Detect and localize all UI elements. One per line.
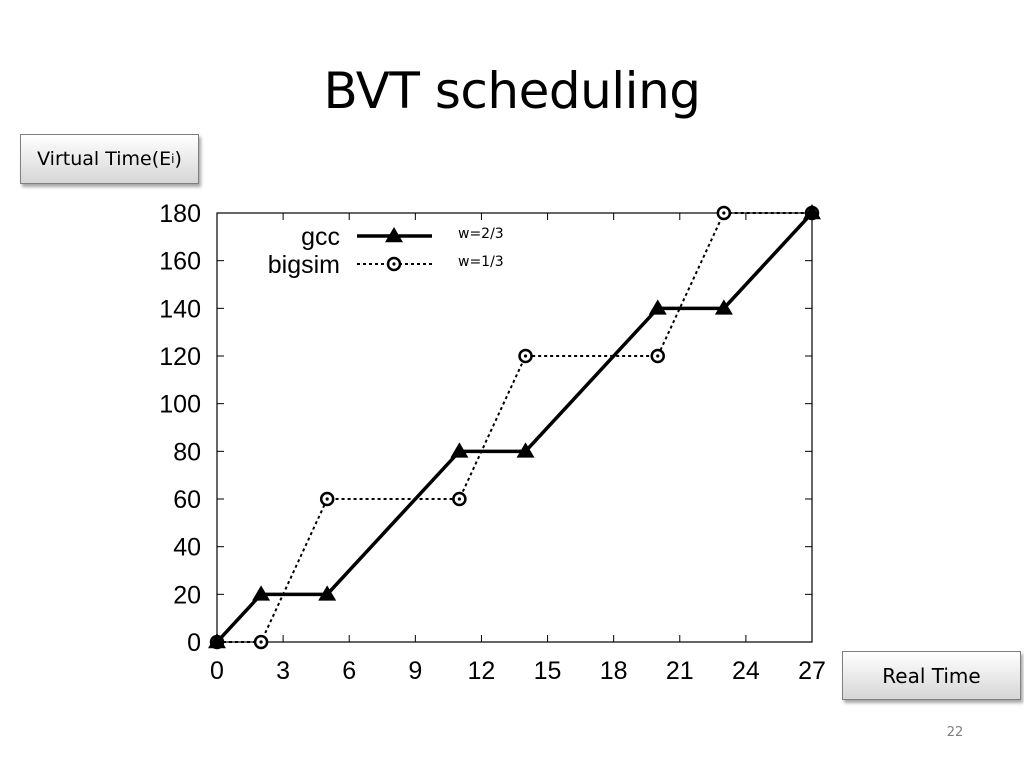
y-tick-label: 100 [159,391,201,419]
x-tick-label: 0 [210,657,224,685]
x-tick-label: 3 [276,657,290,685]
x-tick-label: 24 [732,657,760,685]
x-tick-label: 6 [342,657,356,685]
y-axis-tag: Virtual Time(E i) [20,134,199,184]
bigsim-point [650,348,665,364]
y-tick-label: 180 [159,200,201,228]
circle-marker-dot [656,354,660,358]
axis-ticks: 0 3 6 9 12 15 18 21 24 27 0 20 40 60 80 100 120 140 160 180 [159,200,826,685]
bigsim-point [319,491,335,507]
y-tick-label: 20 [173,581,201,609]
gcc-point [208,633,226,649]
legend-marker-bigsim [386,256,402,272]
x-axis-tag-text: Real Time [882,663,981,688]
bigsim-point [253,634,269,650]
y-axis-tag-close: ) [174,148,182,170]
gcc-point [252,585,271,601]
y-axis-tag-text: Virtual Time(E [37,148,172,170]
circle-marker-dot [722,211,726,215]
gcc-point [714,299,733,315]
circle-marker-dot [259,640,263,644]
circle-marker-dot [392,262,396,266]
y-tick-label: 140 [159,295,201,323]
y-tick-label: 120 [159,343,201,371]
page-number: 22 [946,725,964,740]
gcc-point [516,442,535,458]
legend-label-bigsim: bigsim [268,251,340,279]
circle-marker-dot [523,354,528,358]
x-axis-tag: Real Time [842,651,1021,700]
x-tick-label: 9 [408,657,422,685]
x-tick-label: 21 [666,657,694,685]
plot-frame [216,212,813,643]
legend-marker-gcc [385,227,403,243]
y-tick-label: 60 [173,486,201,514]
y-tick-label: 80 [173,438,201,466]
weight-label-gcc: w=2/3 [458,226,504,242]
slide-title: BVT scheduling [323,62,701,120]
x-tick-label: 12 [468,657,496,685]
y-axis-tag-subscript: i [171,152,175,166]
gcc-point [318,585,337,601]
legend-label-gcc: gcc [301,223,340,251]
gcc-point [648,299,667,315]
x-tick-label: 15 [534,657,562,685]
circle-marker-dot [457,497,462,501]
y-tick-label: 40 [173,534,201,562]
bigsim-point [518,348,533,364]
x-tick-label: 18 [600,657,628,685]
gcc-point [803,204,821,220]
circle-marker-dot [325,497,329,501]
weight-label-bigsim: w=1/3 [458,254,504,270]
x-tick-label: 27 [798,657,826,685]
series-group [208,204,821,650]
y-tick-label: 0 [187,629,201,657]
gcc-point [450,442,469,458]
bigsim-point [452,491,467,507]
gcc-series-line [215,211,814,644]
legend: gcc w=2/3 bigsim w=1/3 [268,223,504,279]
y-tick-label: 160 [159,248,201,276]
bigsim-point [716,205,732,221]
